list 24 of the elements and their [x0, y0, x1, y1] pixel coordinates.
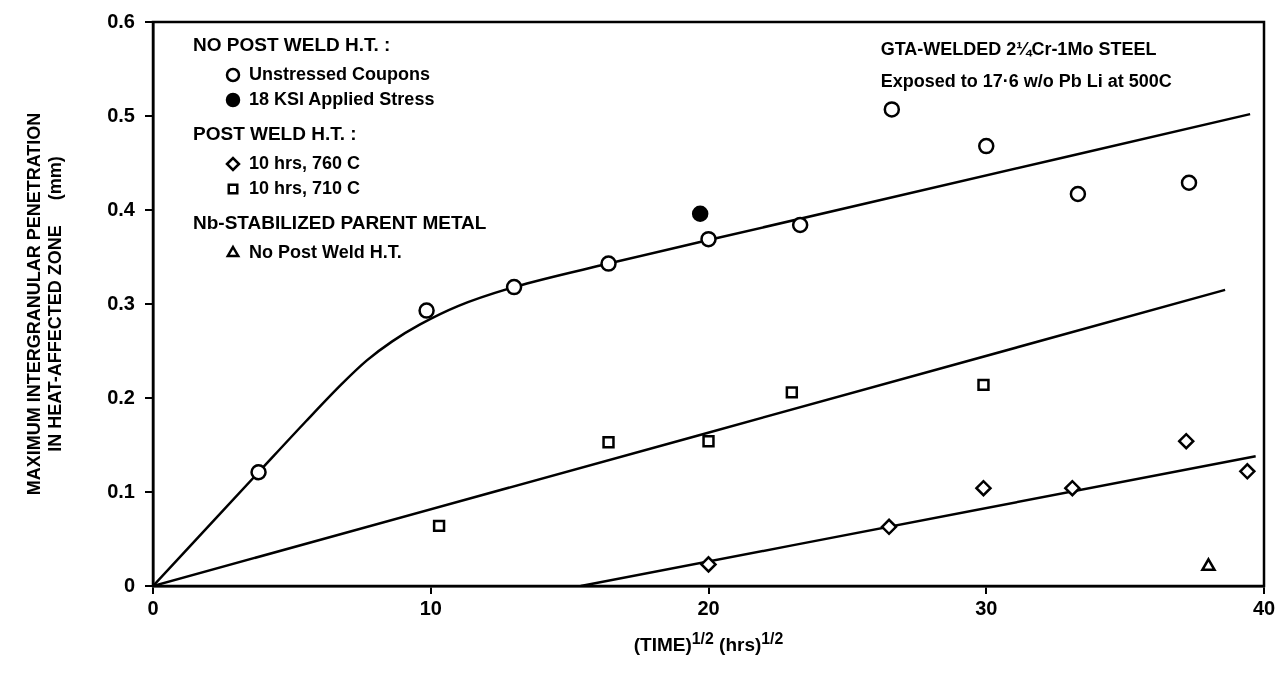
y-tick-label: 0.6	[107, 9, 135, 32]
y-axis-title: MAXIMUM INTERGRANULAR PENETRATION IN HEAT-AFFECTED ZONE (mm)	[23, 112, 66, 496]
annotation: NO POST WELD H.T. :	[193, 34, 391, 56]
legend-label: No Post Weld H.T.	[249, 241, 402, 262]
x-tick-label: 40	[1252, 596, 1276, 619]
x-tick-label: 30	[975, 596, 998, 619]
x-tick-label: 20	[697, 596, 720, 619]
x-tick-label: 10	[419, 596, 442, 619]
annotation: POST WELD H.T. :	[193, 123, 357, 145]
y-tick-label: 0.3	[107, 291, 135, 314]
x-tick-label: 0	[147, 596, 159, 619]
legend-label: 10 hrs, 760 C	[249, 152, 361, 173]
y-tick-label: 0.2	[107, 385, 135, 408]
text: Exposed to 17·6 w/o Pb Li at 500C	[880, 70, 1172, 91]
x-axis-title: (TIME)$^{1/2}$ (hrs)$^{1/2}$	[633, 630, 784, 657]
legend-label: 10 hrs, 710 C	[249, 177, 361, 198]
y-tick-label: 0	[123, 573, 135, 596]
legend-label: Unstressed Coupons	[249, 63, 431, 84]
annotation: Nb-STABILIZED PARENT METAL	[193, 212, 487, 234]
y-tick-label: 0.1	[107, 479, 135, 502]
text: GTA-WELDED 2¼Cr-1Mo STEEL	[880, 38, 1157, 59]
legend-label: 18 KSI Applied Stress	[249, 88, 435, 109]
y-tick-label: 0.4	[107, 197, 136, 220]
y-tick-label: 0.5	[107, 103, 135, 126]
